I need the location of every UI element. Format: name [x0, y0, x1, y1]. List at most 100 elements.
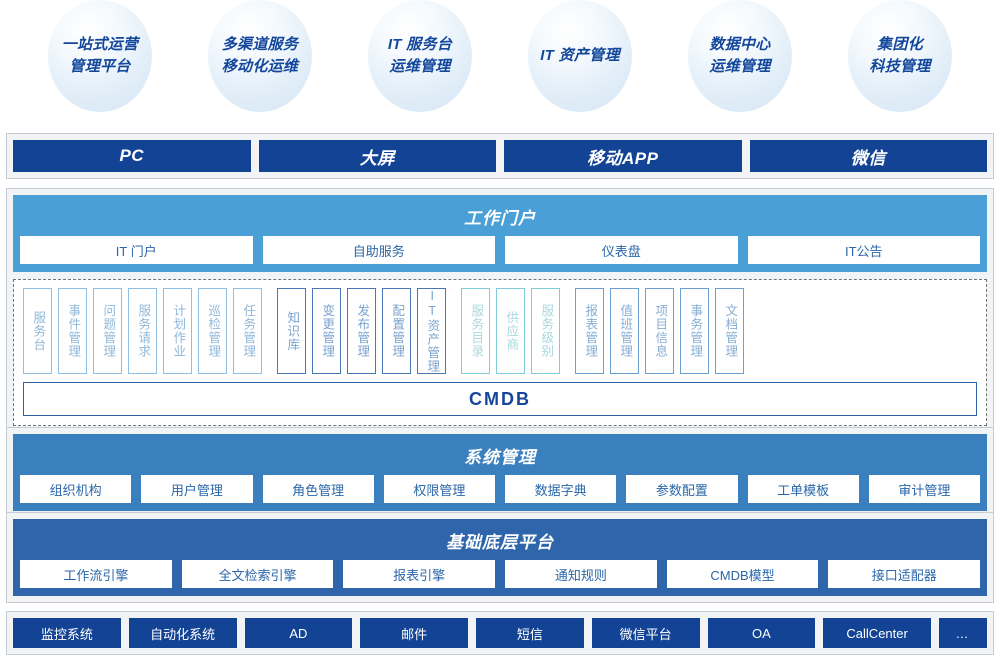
capability-line-1: 多渠道服务	[221, 36, 299, 54]
core-module-service-level[interactable]: 服务级别	[531, 288, 560, 374]
core-module-label: 值班管理	[618, 304, 633, 358]
portal-item-dashboard[interactable]: 仪表盘	[505, 236, 738, 264]
core-module-transaction-management[interactable]: 事务管理	[680, 288, 709, 374]
sysmgmt-item-parameter-config[interactable]: 参数配置	[626, 475, 738, 503]
sysmgmt-item-ticket-template[interactable]: 工单模板	[747, 475, 859, 503]
base-platform-block: 基础底层平台 工作流引擎 全文检索引擎 报表引擎 通知规则 CMDB模型 接口适…	[13, 519, 987, 596]
core-module-incident-management[interactable]: 事件管理	[58, 288, 87, 374]
core-module-change-management[interactable]: 变更管理	[312, 288, 341, 374]
core-module-label: 报表管理	[583, 304, 598, 358]
core-module-label: 服务台	[31, 310, 46, 352]
sysmgmt-item-user-management[interactable]: 用户管理	[141, 475, 253, 503]
core-module-label: 服务级别	[539, 304, 554, 358]
work-portal-items: IT 门户 自助服务 仪表盘 IT公告	[20, 236, 980, 264]
core-module-label: 任务管理	[241, 304, 256, 358]
core-module-service-request[interactable]: 服务请求	[128, 288, 157, 374]
channel-box-mobile-app[interactable]: 移动APP	[504, 140, 742, 172]
capability-ellipse: IT 服务台 运维管理	[368, 0, 472, 112]
system-management-items: 组织机构 用户管理 角色管理 权限管理 数据字典 参数配置 工单模板 审计管理	[20, 475, 980, 503]
core-modules-row: 服务台 事件管理 问题管理 服务请求 计划作业 巡检管理 任务管理 知识库 变更…	[23, 288, 977, 374]
portal-item-self-service[interactable]: 自助服务	[262, 236, 495, 264]
portal-item-it-portal[interactable]: IT 门户	[20, 236, 253, 264]
work-portal-title: 工作门户	[464, 209, 536, 228]
sysmgmt-item-audit-management[interactable]: 审计管理	[868, 475, 980, 503]
base-item-workflow-engine[interactable]: 工作流引擎	[20, 560, 172, 588]
sysmgmt-item-data-dictionary[interactable]: 数据字典	[505, 475, 617, 503]
integration-email[interactable]: 邮件	[360, 618, 468, 648]
core-module-label: 事务管理	[688, 304, 703, 358]
sysmgmt-item-organization[interactable]: 组织机构	[20, 475, 132, 503]
core-module-label: 知识库	[285, 310, 300, 352]
core-module-document-management[interactable]: 文档管理	[715, 288, 744, 374]
base-platform-title: 基础底层平台	[446, 533, 554, 552]
core-module-project-information[interactable]: 项目信息	[645, 288, 674, 374]
capability-line-1: IT 资产管理	[540, 47, 620, 65]
base-item-notification-rules[interactable]: 通知规则	[505, 560, 657, 588]
core-module-label: 文档管理	[723, 304, 738, 358]
core-module-label: 服务目录	[469, 304, 484, 358]
core-module-label: IT资产管理	[425, 289, 440, 373]
integration-layer-panel: 监控系统 自动化系统 AD 邮件 短信 微信平台 OA CallCenter …	[6, 611, 994, 655]
channel-box-pc[interactable]: PC	[13, 140, 251, 172]
system-management-title: 系统管理	[464, 448, 536, 467]
system-management-panel: 系统管理 组织机构 用户管理 角色管理 权限管理 数据字典 参数配置 工单模板 …	[6, 427, 994, 518]
capability-line-1: 一站式运营	[61, 36, 139, 54]
base-item-cmdb-model[interactable]: CMDB模型	[666, 560, 819, 588]
portal-item-it-announcement[interactable]: IT公告	[747, 236, 980, 264]
capability-line-2: 运维管理	[389, 58, 451, 75]
capability-line-2: 运维管理	[709, 58, 771, 75]
core-module-label: 供应商	[504, 310, 519, 352]
system-management-block: 系统管理 组织机构 用户管理 角色管理 权限管理 数据字典 参数配置 工单模板 …	[13, 434, 987, 511]
core-module-label: 发布管理	[355, 304, 370, 358]
capability-line-1: 数据中心	[709, 36, 771, 54]
integration-row: 监控系统 自动化系统 AD 邮件 短信 微信平台 OA CallCenter …	[13, 618, 987, 648]
integration-sms[interactable]: 短信	[476, 618, 584, 648]
core-module-knowledge-base[interactable]: 知识库	[277, 288, 306, 374]
core-module-label: 计划作业	[171, 304, 186, 358]
channel-layer-panel: PC 大屏 移动APP 微信	[6, 133, 994, 179]
channel-row: PC 大屏 移动APP 微信	[13, 140, 987, 172]
capability-line-2: 科技管理	[869, 58, 931, 75]
channel-box-bigscreen[interactable]: 大屏	[258, 140, 496, 172]
work-portal-block: 工作门户 IT 门户 自助服务 仪表盘 IT公告	[13, 195, 987, 272]
core-module-service-catalog[interactable]: 服务目录	[461, 288, 490, 374]
integration-automation-system[interactable]: 自动化系统	[128, 618, 237, 648]
core-module-group-knowledge-change: 知识库 变更管理 发布管理 配置管理 IT资产管理	[277, 288, 446, 374]
sysmgmt-item-role-management[interactable]: 角色管理	[262, 475, 374, 503]
base-platform-panel: 基础底层平台 工作流引擎 全文检索引擎 报表引擎 通知规则 CMDB模型 接口适…	[6, 512, 994, 603]
capability-ellipse: 数据中心 运维管理	[688, 0, 792, 112]
capability-line-2: 管理平台	[69, 58, 131, 75]
base-item-fulltext-search-engine[interactable]: 全文检索引擎	[181, 560, 334, 588]
integration-oa[interactable]: OA	[707, 618, 816, 648]
capability-ellipse: 一站式运营 管理平台	[48, 0, 152, 112]
core-module-problem-management[interactable]: 问题管理	[93, 288, 122, 374]
core-module-label: 配置管理	[390, 304, 405, 358]
core-module-duty-management[interactable]: 值班管理	[610, 288, 639, 374]
core-module-configuration-management[interactable]: 配置管理	[382, 288, 411, 374]
capability-ellipse: 多渠道服务 移动化运维	[208, 0, 312, 112]
core-module-supplier[interactable]: 供应商	[496, 288, 525, 374]
core-module-inspection-management[interactable]: 巡检管理	[198, 288, 227, 374]
integration-callcenter[interactable]: CallCenter	[823, 618, 931, 648]
base-item-interface-adapter[interactable]: 接口适配器	[828, 560, 981, 588]
core-module-it-asset-management[interactable]: IT资产管理	[417, 288, 446, 374]
capability-ellipse-row: 一站式运营 管理平台 多渠道服务 移动化运维 IT 服务台 运维管理 IT 资产…	[0, 0, 1000, 122]
base-item-report-engine[interactable]: 报表引擎	[343, 560, 496, 588]
integration-wechat-platform[interactable]: 微信平台	[591, 618, 700, 648]
core-module-group-report-project: 报表管理 值班管理 项目信息 事务管理 文档管理	[575, 288, 744, 374]
cmdb-bar[interactable]: CMDB	[23, 382, 977, 416]
sysmgmt-item-permission-management[interactable]: 权限管理	[383, 475, 495, 503]
core-module-report-management[interactable]: 报表管理	[575, 288, 604, 374]
core-module-task-management[interactable]: 任务管理	[233, 288, 262, 374]
capability-line-2: 移动化运维	[221, 58, 299, 75]
channel-box-wechat[interactable]: 微信	[749, 140, 987, 172]
integration-monitoring-system[interactable]: 监控系统	[13, 618, 121, 648]
core-module-planned-job[interactable]: 计划作业	[163, 288, 192, 374]
core-module-release-management[interactable]: 发布管理	[347, 288, 376, 374]
core-module-label: 服务请求	[136, 304, 151, 358]
integration-more-icon[interactable]: …	[939, 618, 987, 648]
core-module-service-desk[interactable]: 服务台	[23, 288, 52, 374]
integration-ad[interactable]: AD	[244, 618, 353, 648]
core-module-label: 事件管理	[66, 304, 81, 358]
base-platform-items: 工作流引擎 全文检索引擎 报表引擎 通知规则 CMDB模型 接口适配器	[20, 560, 981, 588]
